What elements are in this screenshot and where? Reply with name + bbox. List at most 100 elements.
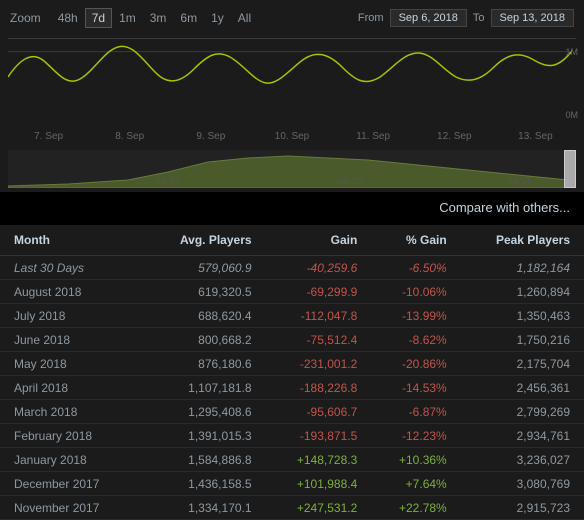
month-cell: November 2017 (0, 496, 145, 520)
pct-cell: -20.86% (371, 352, 460, 376)
avg-cell: 1,334,170.1 (145, 496, 265, 520)
to-label: To (473, 12, 485, 24)
month-cell: April 2018 (0, 376, 145, 400)
month-cell: Last 30 Days (0, 256, 145, 280)
gain-cell: -231,001.2 (266, 352, 372, 376)
avg-cell: 688,620.4 (145, 304, 265, 328)
table-row: August 2018619,320.5-69,299.9-10.06%1,26… (0, 280, 584, 304)
peak-cell: 2,934,761 (461, 424, 584, 448)
nav-tick: Jul '18 (506, 176, 532, 186)
gain-cell: +247,531.2 (266, 496, 372, 520)
gain-cell: -112,047.8 (266, 304, 372, 328)
zoom-label: Zoom (10, 11, 41, 25)
y-tick: 1M (565, 47, 578, 57)
col-header: Month (0, 225, 145, 256)
compare-link[interactable]: Compare with others... (0, 192, 584, 225)
avg-cell: 1,584,886.8 (145, 448, 265, 472)
x-tick: 10. Sep (275, 131, 309, 142)
gain-cell: -75,512.4 (266, 328, 372, 352)
gain-cell: +148,728.3 (266, 448, 372, 472)
month-cell: January 2018 (0, 448, 145, 472)
zoom-1y[interactable]: 1y (204, 8, 231, 28)
table-row: June 2018800,668.2-75,512.4-8.62%1,750,2… (0, 328, 584, 352)
gain-cell: -188,226.8 (266, 376, 372, 400)
x-tick: 12. Sep (437, 131, 471, 142)
gain-cell: -95,606.7 (266, 400, 372, 424)
month-cell: February 2018 (0, 424, 145, 448)
table-row: July 2018688,620.4-112,047.8-13.99%1,350… (0, 304, 584, 328)
x-tick: 13. Sep (518, 131, 552, 142)
x-tick: 9. Sep (196, 131, 225, 142)
pct-cell: -6.50% (371, 256, 460, 280)
to-date[interactable]: Sep 13, 2018 (491, 9, 574, 27)
pct-cell: -12.23% (371, 424, 460, 448)
from-date[interactable]: Sep 6, 2018 (390, 9, 467, 27)
avg-cell: 579,060.9 (145, 256, 265, 280)
month-cell: August 2018 (0, 280, 145, 304)
x-tick: 11. Sep (356, 131, 390, 142)
table-row: February 20181,391,015.3-193,871.5-12.23… (0, 424, 584, 448)
table-row: May 2018876,180.6-231,001.2-20.86%2,175,… (0, 352, 584, 376)
peak-cell: 1,750,216 (461, 328, 584, 352)
range-controls: Zoom 48h7d1m3m6m1yAll From Sep 6, 2018 T… (0, 0, 584, 32)
avg-cell: 1,391,015.3 (145, 424, 265, 448)
avg-cell: 1,436,158.5 (145, 472, 265, 496)
table-row: December 20171,436,158.5+101,988.4+7.64%… (0, 472, 584, 496)
avg-cell: 1,107,181.8 (145, 376, 265, 400)
zoom-48h[interactable]: 48h (51, 8, 85, 28)
peak-cell: 2,456,361 (461, 376, 584, 400)
nav-tick: Jul '17 (154, 176, 180, 186)
month-cell: December 2017 (0, 472, 145, 496)
col-header: % Gain (371, 225, 460, 256)
pct-cell: -10.06% (371, 280, 460, 304)
peak-cell: 2,799,269 (461, 400, 584, 424)
avg-cell: 1,295,408.6 (145, 400, 265, 424)
avg-cell: 800,668.2 (145, 328, 265, 352)
main-chart[interactable]: 7. Sep8. Sep9. Sep10. Sep11. Sep12. Sep1… (8, 38, 576, 128)
table-row: March 20181,295,408.6-95,606.7-6.87%2,79… (0, 400, 584, 424)
navigator-handle[interactable] (564, 150, 576, 188)
peak-cell: 2,175,704 (461, 352, 584, 376)
peak-cell: 3,080,769 (461, 472, 584, 496)
zoom-7d[interactable]: 7d (85, 8, 112, 28)
month-cell: May 2018 (0, 352, 145, 376)
from-label: From (358, 12, 384, 24)
x-tick: 7. Sep (34, 131, 63, 142)
col-header: Avg. Players (145, 225, 265, 256)
peak-cell: 1,260,894 (461, 280, 584, 304)
pct-cell: -6.87% (371, 400, 460, 424)
zoom-1m[interactable]: 1m (112, 8, 143, 28)
avg-cell: 619,320.5 (145, 280, 265, 304)
x-tick: 8. Sep (115, 131, 144, 142)
peak-cell: 2,915,723 (461, 496, 584, 520)
peak-cell: 3,236,027 (461, 448, 584, 472)
gain-cell: -69,299.9 (266, 280, 372, 304)
peak-cell: 1,182,164 (461, 256, 584, 280)
col-header: Gain (266, 225, 372, 256)
gain-cell: +101,988.4 (266, 472, 372, 496)
table-row: November 20171,334,170.1+247,531.2+22.78… (0, 496, 584, 520)
y-tick: 0M (565, 110, 578, 120)
month-cell: June 2018 (0, 328, 145, 352)
nav-tick: Jan '18 (334, 176, 363, 186)
gain-cell: -193,871.5 (266, 424, 372, 448)
table-row: Last 30 Days579,060.9-40,259.6-6.50%1,18… (0, 256, 584, 280)
pct-cell: -14.53% (371, 376, 460, 400)
zoom-all[interactable]: All (231, 8, 258, 28)
month-cell: July 2018 (0, 304, 145, 328)
navigator-chart[interactable]: Jul '17 Jan '18 Jul '18 (8, 150, 576, 188)
pct-cell: +10.36% (371, 448, 460, 472)
table-row: January 20181,584,886.8+148,728.3+10.36%… (0, 448, 584, 472)
pct-cell: +22.78% (371, 496, 460, 520)
month-cell: March 2018 (0, 400, 145, 424)
stats-table: MonthAvg. PlayersGain% GainPeak Players … (0, 225, 584, 520)
pct-cell: -8.62% (371, 328, 460, 352)
zoom-3m[interactable]: 3m (143, 8, 174, 28)
zoom-6m[interactable]: 6m (173, 8, 204, 28)
peak-cell: 1,350,463 (461, 304, 584, 328)
table-row: April 20181,107,181.8-188,226.8-14.53%2,… (0, 376, 584, 400)
pct-cell: +7.64% (371, 472, 460, 496)
pct-cell: -13.99% (371, 304, 460, 328)
col-header: Peak Players (461, 225, 584, 256)
gain-cell: -40,259.6 (266, 256, 372, 280)
